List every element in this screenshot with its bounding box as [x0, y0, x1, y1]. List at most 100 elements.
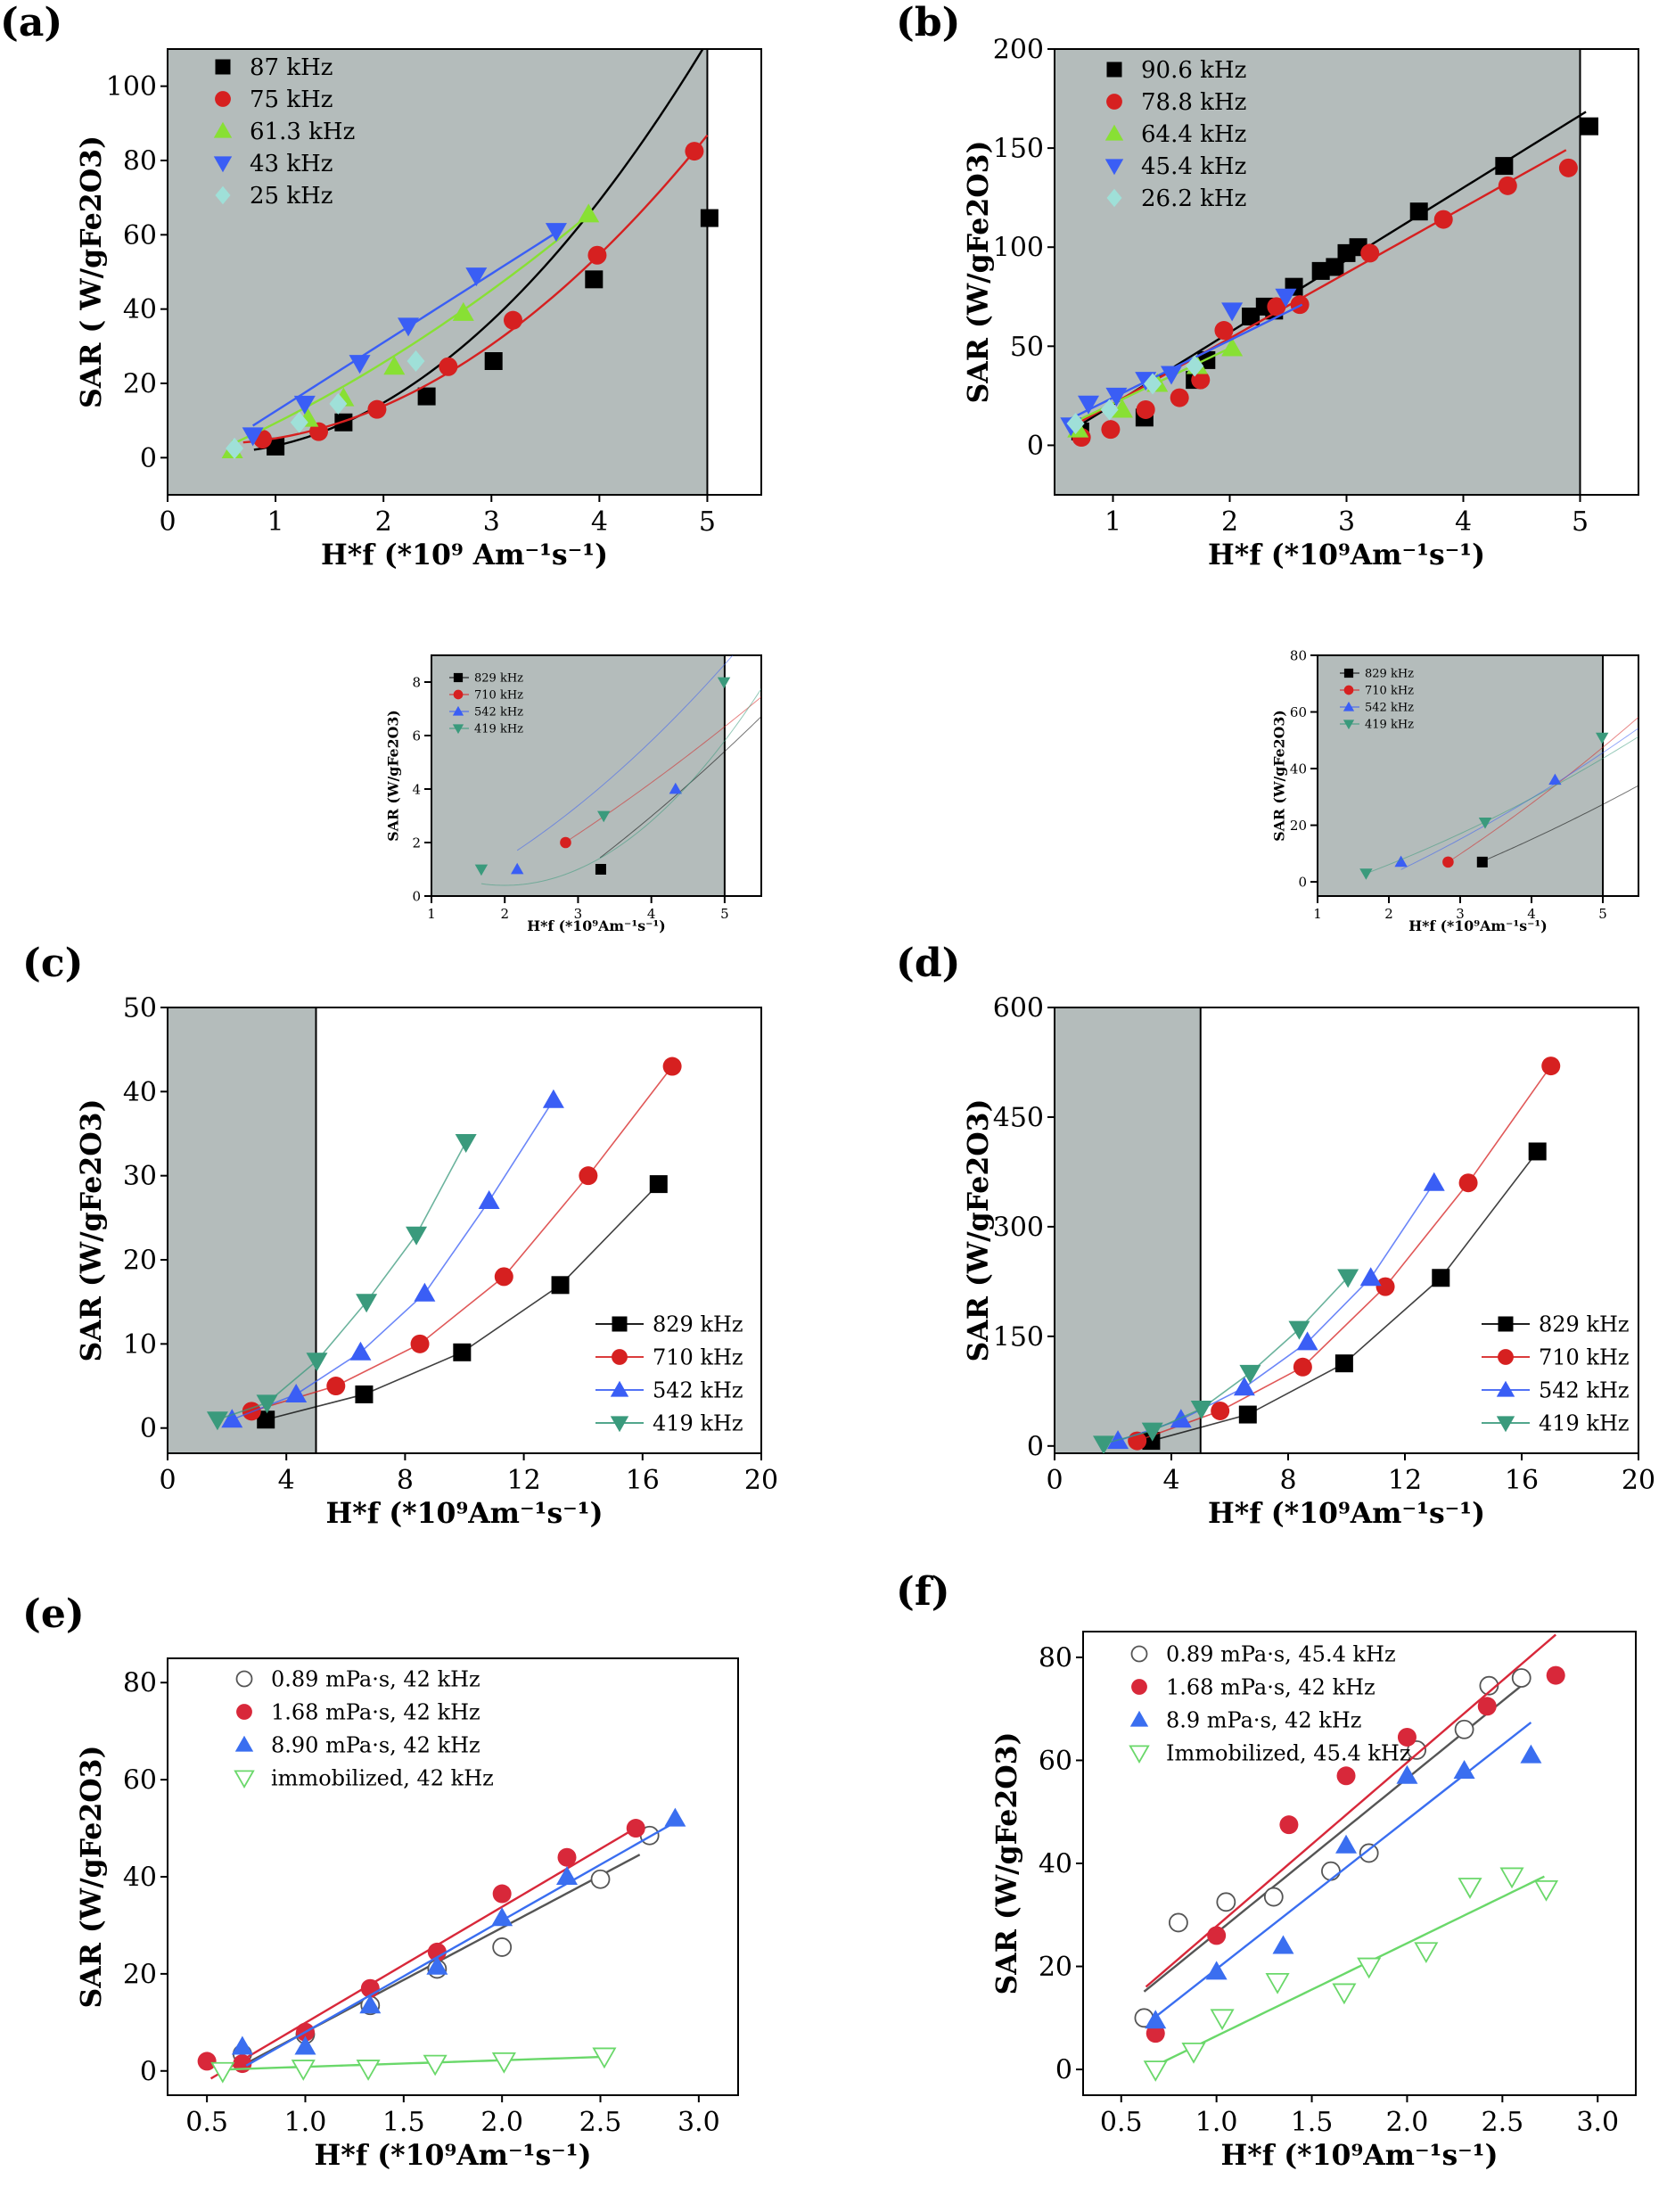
data-point — [329, 392, 348, 415]
shaded-region — [431, 655, 725, 896]
fit-line — [245, 1823, 672, 2067]
y-tick-label: 40 — [123, 1077, 157, 1108]
data-point — [478, 1189, 500, 1209]
x-tick-label: 1.5 — [382, 2107, 425, 2138]
x-tick-label: 12 — [507, 1465, 541, 1496]
data-point — [1476, 856, 1488, 868]
data-point — [1558, 158, 1578, 177]
data-point — [492, 1884, 512, 1904]
x-tick-label: 4 — [591, 506, 608, 538]
x-tick-label: 1.0 — [1195, 2107, 1238, 2138]
x-tick-label: 20 — [1622, 1465, 1655, 1496]
y-tick-label: 60 — [1039, 1746, 1072, 1777]
x-axis-label: H*f (*10⁹Am⁻¹s⁻¹) — [1408, 917, 1548, 934]
y-tick-label: 20 — [1039, 1952, 1072, 1983]
data-point — [492, 1937, 513, 1957]
fit-line — [253, 49, 704, 451]
fit-line — [599, 716, 761, 859]
data-point — [349, 1341, 372, 1361]
y-tick-label: 80 — [1039, 1642, 1072, 1673]
shaded-region — [1318, 655, 1603, 896]
series-2 — [1107, 1172, 1445, 1450]
legend-marker — [452, 705, 464, 716]
legend-label: 64.4 kHz — [1141, 121, 1246, 148]
legend-label: 542 kHz — [1365, 702, 1414, 715]
data-point — [285, 1383, 308, 1402]
data-point — [1433, 210, 1453, 229]
x-tick-label: 8 — [397, 1465, 414, 1496]
data-point — [453, 1343, 472, 1361]
data-point — [1242, 308, 1261, 325]
data-point — [356, 1294, 378, 1313]
y-tick-label: 80 — [123, 146, 157, 177]
legend-label: 43 kHz — [250, 151, 333, 177]
legend-marker — [453, 672, 464, 683]
y-tick-label: 20 — [123, 1246, 157, 1277]
data-point — [465, 267, 488, 287]
data-point — [557, 1847, 577, 1867]
data-point — [626, 1819, 645, 1838]
data-point — [649, 1175, 668, 1194]
series-3 — [1359, 732, 1638, 880]
data-point — [359, 1994, 382, 2014]
legend-marker — [1343, 720, 1355, 730]
data-point — [1221, 302, 1244, 322]
legend-label: 829 kHz — [1539, 1312, 1630, 1336]
series-line — [217, 1141, 467, 1421]
y-tick-label: 4 — [412, 781, 421, 797]
legend-marker — [610, 1380, 629, 1397]
data-point — [242, 427, 264, 447]
legend-label: 87 kHz — [250, 54, 333, 81]
data-point — [1548, 773, 1562, 785]
x-tick-label: 20 — [744, 1465, 778, 1496]
data-point — [221, 1409, 243, 1428]
legend-label: 419 kHz — [1539, 1410, 1630, 1435]
legend-label: 419 kHz — [653, 1410, 743, 1435]
legend-marker — [213, 121, 233, 138]
y-tick-label: 0 — [1055, 2055, 1072, 2086]
data-point — [1233, 1377, 1255, 1396]
data-point — [503, 310, 522, 330]
data-point — [406, 350, 425, 372]
series-4 — [226, 350, 425, 459]
data-point — [326, 1377, 346, 1396]
x-tick-label: 2.0 — [1386, 2107, 1429, 2138]
data-point — [367, 399, 387, 419]
data-point — [1272, 1935, 1294, 1954]
x-tick-label: 5 — [1598, 906, 1607, 922]
data-point — [452, 301, 474, 321]
data-point — [700, 209, 719, 227]
y-tick-label: 60 — [123, 1765, 157, 1797]
x-tick-label: 4 — [1455, 506, 1472, 538]
x-axis-label: H*f (*10⁹ Am⁻¹s⁻¹) — [321, 539, 608, 572]
data-point — [414, 1282, 436, 1302]
data-point — [662, 1057, 682, 1076]
x-tick-label: 1.0 — [284, 2107, 327, 2138]
legend-label: 1.68 mPa·s, 42 kHz — [271, 1699, 480, 1724]
y-axis-label: SAR ( W/gFe2O3) — [75, 136, 108, 408]
data-point — [1170, 388, 1189, 407]
data-point — [383, 356, 406, 375]
legend-label: 542 kHz — [653, 1377, 743, 1402]
chart-d_inset: 1 2 3 4 5 0 20 40 60 80 H*f (*10⁹Am⁻¹s⁻¹) SAR (W/gF… — [1271, 647, 1639, 934]
plot-frame — [167, 48, 762, 496]
data-point — [256, 1394, 278, 1414]
series-line — [266, 1183, 660, 1421]
x-tick-label: 2 — [1221, 506, 1238, 538]
fit-line — [1400, 728, 1638, 870]
data-point — [356, 2060, 381, 2081]
legend-label: 26.2 kHz — [1141, 185, 1246, 212]
shaded-region — [168, 49, 708, 495]
data-point — [1458, 1173, 1478, 1193]
x-axis-label: H*f (*10⁹Am⁻¹s⁻¹) — [527, 917, 666, 934]
y-tick-label: 80 — [1290, 647, 1307, 663]
y-tick-label: 40 — [1290, 761, 1307, 777]
series-3 — [210, 2047, 617, 2084]
y-tick-label: 40 — [123, 1863, 157, 1894]
plot-frame — [1317, 654, 1639, 897]
data-point — [1499, 1867, 1524, 1889]
legend-label: 61.3 kHz — [250, 119, 355, 145]
legend-marker — [1343, 701, 1355, 711]
data-point — [579, 1166, 598, 1186]
